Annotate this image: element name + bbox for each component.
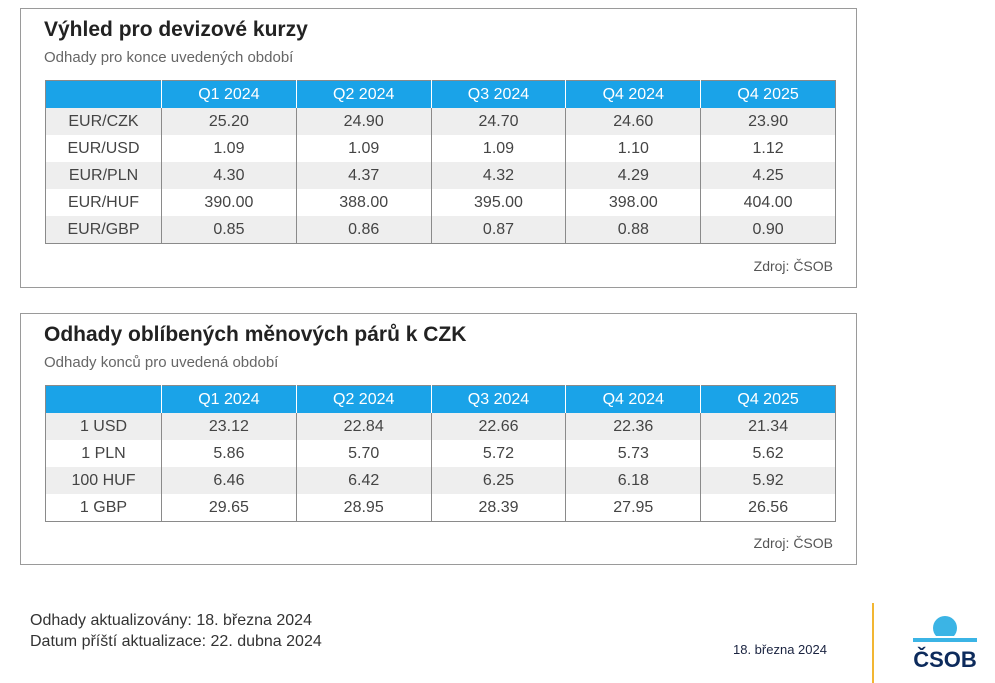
panel-title: Odhady oblíbených měnových párů k CZK <box>44 323 467 346</box>
divider <box>872 603 874 683</box>
cell: 22.66 <box>430 413 566 440</box>
row: 100 HUF 6.46 6.42 6.25 6.18 5.92 <box>45 467 836 494</box>
source: Zdroj: ČSOB <box>753 258 833 274</box>
header-cell: Q4 2024 <box>565 385 701 413</box>
row: EUR/CZK 25.20 24.90 24.70 24.60 23.90 <box>45 108 836 135</box>
cell: 390.00 <box>161 189 297 216</box>
cell: 6.25 <box>430 467 566 494</box>
row: 1 GBP 29.65 28.95 28.39 27.95 26.56 <box>46 494 836 522</box>
cell: 24.90 <box>295 108 432 135</box>
header-cell: Q1 2024 <box>161 385 297 413</box>
row: 1 USD 23.12 22.84 22.66 22.36 21.34 <box>45 413 836 440</box>
cell: 0.85 <box>161 216 297 244</box>
panel-title: Výhled pro devizové kurzy <box>44 18 308 41</box>
cell: 398.00 <box>565 189 701 216</box>
panel: Výhled pro devizové kurzy Odhady pro konc… <box>20 8 857 288</box>
table: Q1 2024 Q2 2024 Q3 2024 Q4 2024 Q4 2025 EUR/C… <box>45 80 836 244</box>
cell: 6.42 <box>295 467 432 494</box>
cell: 5.70 <box>295 440 432 467</box>
cell: 4.29 <box>565 162 701 189</box>
cell: 24.60 <box>565 108 701 135</box>
row: EUR/GBP 0.85 0.86 0.87 0.88 0.90 <box>45 216 836 244</box>
cell: 1.09 <box>161 135 297 162</box>
cell: 21.34 <box>700 413 836 440</box>
header-cell: Q4 2025 <box>700 80 836 108</box>
cell: 0.86 <box>295 216 432 244</box>
row: 1 PLN 5.86 5.70 5.72 5.73 5.62 <box>46 440 836 467</box>
cell: 4.37 <box>295 162 432 189</box>
cell: 22.84 <box>295 413 432 440</box>
header-row: Q1 2024 Q2 2024 Q3 2024 Q4 2024 Q4 2025 <box>45 385 836 413</box>
cell: 24.70 <box>430 108 566 135</box>
logo-bar <box>913 638 977 642</box>
header-cell <box>45 385 162 413</box>
cell: 5.73 <box>565 440 701 467</box>
cell: 1.12 <box>700 135 836 162</box>
next-update: Datum příští aktualizace: 22. dubna 2024 <box>30 633 322 650</box>
cell: 29.65 <box>161 494 297 522</box>
header-cell: Q3 2024 <box>430 385 566 413</box>
header-cell <box>45 80 162 108</box>
header-cell: Q2 2024 <box>295 80 432 108</box>
logo-circle <box>933 616 957 640</box>
cell: 6.18 <box>565 467 701 494</box>
cell: 23.12 <box>161 413 297 440</box>
cell: 5.72 <box>430 440 566 467</box>
cell: 5.86 <box>161 440 297 467</box>
cell: 5.92 <box>700 467 836 494</box>
panel-subtitle: Odhady konců pro uvedená období <box>44 354 279 371</box>
cell: 1.09 <box>430 135 566 162</box>
cell: 100 HUF <box>45 467 162 494</box>
cell: 4.32 <box>430 162 566 189</box>
cell: 27.95 <box>565 494 701 522</box>
cell: EUR/HUF <box>67 193 140 211</box>
cell: 1 USD <box>45 413 162 440</box>
updated: Odhady aktualizovány: 18. března 2024 <box>30 612 312 629</box>
cell: 26.56 <box>700 494 836 522</box>
cell: 6.46 <box>161 467 297 494</box>
header-cell: Q2 2024 <box>295 385 432 413</box>
cell: 25.20 <box>161 108 297 135</box>
cell: 0.88 <box>565 216 701 244</box>
table: Q1 2024 Q2 2024 Q3 2024 Q4 2024 Q4 2025 1 USD… <box>45 385 836 522</box>
cell: 1.09 <box>295 135 432 162</box>
header-cell: Q4 2024 <box>565 80 701 108</box>
cell: 28.39 <box>430 494 566 522</box>
logo-text: ČSOB <box>913 647 977 672</box>
header-cell: Q3 2024 <box>430 80 566 108</box>
cell: 4.30 <box>161 162 297 189</box>
cell: EUR/USD <box>67 139 140 157</box>
cell: 404.00 <box>700 189 836 216</box>
panel: Odhady oblíbených měnových párů k CZK Odh… <box>20 313 857 565</box>
cell: 0.90 <box>700 216 836 244</box>
cell: 28.95 <box>295 494 432 522</box>
source: Zdroj: ČSOB <box>753 535 833 551</box>
cell: 388.00 <box>295 189 432 216</box>
header-cell: Q1 2024 <box>161 80 297 108</box>
cell: 0.87 <box>430 216 566 244</box>
panel-subtitle: Odhady pro konce uvedených období <box>44 49 294 66</box>
cell: 5.62 <box>700 440 836 467</box>
cell: 1.10 <box>565 135 701 162</box>
cell: EUR/CZK <box>45 108 162 135</box>
cell: 4.25 <box>700 162 836 189</box>
cell: 1 PLN <box>81 444 126 462</box>
header-row: Q1 2024 Q2 2024 Q3 2024 Q4 2024 Q4 2025 <box>45 80 836 108</box>
logo: ČSOB <box>913 616 977 672</box>
row: EUR/USD 1.09 1.09 1.09 1.10 1.12 <box>46 135 836 162</box>
cell: 395.00 <box>430 189 566 216</box>
cell: EUR/PLN <box>45 162 162 189</box>
date: 18. března 2024 <box>733 642 827 657</box>
cell: EUR/GBP <box>45 216 162 244</box>
cell: 1 GBP <box>79 498 128 516</box>
row: EUR/HUF 390.00 388.00 395.00 398.00 404.00 <box>46 189 836 216</box>
header-cell: Q4 2025 <box>700 385 836 413</box>
row: EUR/PLN 4.30 4.37 4.32 4.29 4.25 <box>45 162 836 189</box>
cell: 22.36 <box>565 413 701 440</box>
cell: 23.90 <box>700 108 836 135</box>
